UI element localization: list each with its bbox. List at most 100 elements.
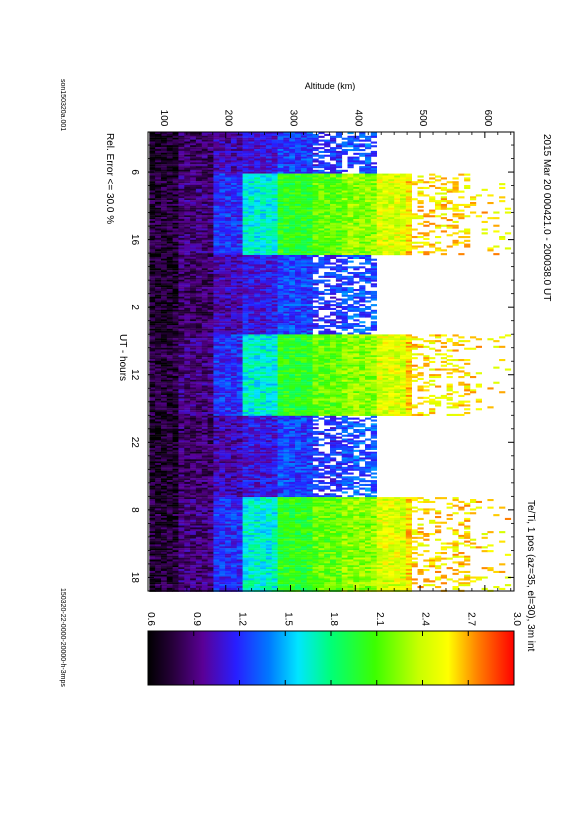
heatmap-cell [370, 241, 377, 244]
heatmap-cell [201, 319, 208, 322]
heatmap-cell [277, 175, 284, 178]
heatmap-cell [277, 336, 284, 339]
heatmap-cell [277, 351, 284, 354]
heatmap-cell [306, 290, 313, 293]
heatmap-cell [312, 296, 319, 299]
heatmap-cell [230, 152, 238, 155]
heatmap-cell [201, 207, 208, 210]
heatmap-cell [330, 251, 337, 254]
heatmap-cell [330, 342, 337, 345]
heatmap-cell [347, 287, 354, 290]
heatmap-cell [411, 236, 418, 239]
heatmap-cell [254, 272, 261, 275]
heatmap-cell [365, 241, 372, 244]
heatmap-cell [178, 237, 185, 240]
heatmap-cell [324, 230, 331, 233]
heatmap-cell [394, 338, 401, 341]
heatmap-cell [347, 237, 354, 240]
heatmap-cell [283, 150, 290, 153]
heatmap-cell [230, 219, 238, 222]
heatmap-cell [161, 349, 168, 352]
heatmap-cell [242, 213, 249, 216]
heatmap-cell [161, 262, 168, 265]
heatmap-cell [225, 245, 232, 248]
heatmap-cell [236, 220, 243, 223]
heatmap-cell [242, 321, 249, 324]
heatmap-cell [312, 171, 319, 174]
heatmap-cell [225, 205, 232, 208]
heatmap-cell [236, 209, 243, 212]
heatmap-cell [318, 222, 325, 225]
heatmap-cell [178, 173, 185, 176]
heatmap-cell [207, 147, 214, 150]
heatmap-cell [207, 349, 214, 352]
heatmap-cell [330, 194, 337, 197]
heatmap-cell [376, 211, 383, 214]
heatmap-cell [306, 215, 313, 218]
heatmap-cell [324, 285, 331, 288]
heatmap-cell [306, 192, 313, 195]
heatmap-cell [254, 232, 261, 235]
heatmap-cell [306, 281, 313, 284]
heatmap-cell [324, 164, 331, 167]
heatmap-cell [195, 260, 203, 263]
heatmap-cell [295, 143, 302, 146]
heatmap-cell [370, 351, 377, 354]
heatmap-cell [324, 150, 331, 153]
heatmap-cell [265, 179, 273, 182]
heatmap-cell [166, 173, 173, 176]
heatmap-cell [230, 145, 238, 148]
heatmap-cell [394, 243, 401, 246]
heatmap-cell [207, 289, 214, 292]
heatmap-cell [248, 205, 255, 208]
heatmap-cell [219, 232, 226, 235]
heatmap-cell [161, 345, 168, 348]
heatmap-cell [172, 156, 179, 159]
heatmap-cell [248, 273, 255, 276]
heatmap-cell [201, 236, 208, 239]
heatmap-cell [219, 287, 226, 290]
heatmap-cell [435, 192, 442, 195]
heatmap-cell [260, 219, 267, 222]
heatmap-cell [265, 219, 273, 222]
heatmap-cell [306, 152, 313, 155]
heatmap-cell [184, 330, 191, 333]
heatmap-cell [155, 313, 162, 316]
heatmap-cell [190, 321, 197, 324]
heatmap-cell [248, 311, 255, 314]
heatmap-cell [178, 253, 185, 256]
heatmap-cell [376, 340, 383, 343]
heatmap-cell [236, 230, 243, 233]
heatmap-cell [330, 196, 337, 199]
heatmap-cell [149, 203, 156, 206]
heatmap-cell [172, 330, 179, 333]
heatmap-cell [271, 304, 278, 307]
heatmap-cell [213, 349, 220, 352]
heatmap-cell [341, 262, 348, 265]
heatmap-cell [341, 169, 348, 172]
heatmap-cell [225, 355, 232, 358]
heatmap-cell [184, 281, 191, 284]
heatmap-cell [242, 171, 249, 174]
heatmap-cell [318, 260, 325, 263]
heatmap-cell [155, 203, 162, 206]
heatmap-cell [370, 239, 377, 242]
heatmap-cell [359, 336, 366, 339]
heatmap-cell [289, 289, 296, 292]
heatmap-cell [195, 175, 203, 178]
heatmap-cell [254, 256, 261, 259]
heatmap-cell [265, 353, 273, 356]
heatmap-cell [172, 167, 179, 170]
heatmap-cell [184, 307, 191, 310]
heatmap-cell [359, 347, 366, 350]
heatmap-cell [161, 177, 168, 180]
heatmap-cell [190, 198, 197, 201]
heatmap-cell [184, 236, 191, 239]
heatmap-cell [149, 342, 156, 345]
heatmap-cell [306, 353, 313, 356]
heatmap-cell [306, 137, 313, 140]
heatmap-cell [219, 264, 226, 267]
heatmap-cell [347, 241, 354, 244]
heatmap-cell [242, 183, 249, 186]
